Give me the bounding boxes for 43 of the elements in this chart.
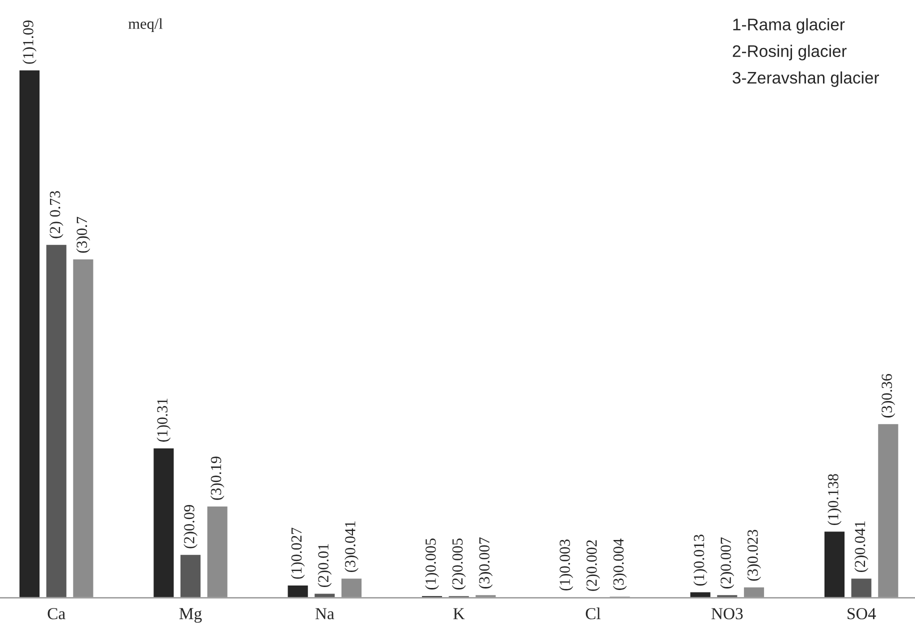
- data-label: (3)0.007: [478, 537, 493, 588]
- data-label: (3)0.004: [612, 538, 627, 590]
- x-tick-label: Ca: [48, 608, 66, 620]
- text: meq/l: [128, 18, 163, 32]
- text: 2-Rosinj glacier: [732, 44, 847, 60]
- data-label: (2)0.041: [854, 521, 868, 572]
- bar: [18, 69, 41, 598]
- data-label: (3)0.7: [76, 216, 90, 253]
- data-label: (2)0.002: [586, 540, 600, 591]
- data-label: (1)0.31: [156, 398, 171, 442]
- data-label: (3)0.36: [881, 374, 896, 418]
- data-label: (1)0.138: [828, 474, 842, 526]
- bar: [688, 590, 712, 598]
- bar: [850, 577, 873, 598]
- bar: [420, 594, 444, 598]
- data-label: (2)0.01: [318, 544, 332, 588]
- data-label: (2)0.09: [184, 505, 198, 548]
- data-label: (1)0.013: [693, 534, 708, 586]
- data-label: (3)0.041: [344, 521, 358, 572]
- data-label: (2) 0.73: [49, 191, 64, 238]
- data-label: (3)0.19: [210, 456, 224, 500]
- bar: [447, 594, 470, 598]
- x-tick-label: K: [453, 608, 465, 620]
- data-label: (1)0.003: [559, 540, 574, 590]
- bar: [152, 446, 176, 598]
- data-label: (1)0.027: [290, 528, 305, 579]
- data-label: (3)0.023: [747, 530, 761, 581]
- bar: [823, 530, 846, 598]
- data-label: (1)1.09: [22, 20, 36, 64]
- x-tick-label: SO4: [848, 608, 876, 620]
- text: 1-Rama glacier: [733, 18, 845, 34]
- x-tick-label: Na: [315, 608, 334, 620]
- x-tick-label: Mg: [179, 608, 202, 623]
- x-tick-label: NO3: [711, 608, 743, 620]
- bar: [44, 243, 68, 598]
- bar: [286, 584, 310, 598]
- data-label: (1)0.005: [425, 538, 439, 590]
- bar: [179, 554, 202, 598]
- bar: [313, 592, 336, 598]
- x-tick-label: Cl: [586, 608, 601, 620]
- annotation: 3-Zeravshan glacier: [732, 71, 880, 87]
- data-label: (2)0.007: [720, 537, 734, 588]
- data-label: (2)0.005: [452, 538, 466, 590]
